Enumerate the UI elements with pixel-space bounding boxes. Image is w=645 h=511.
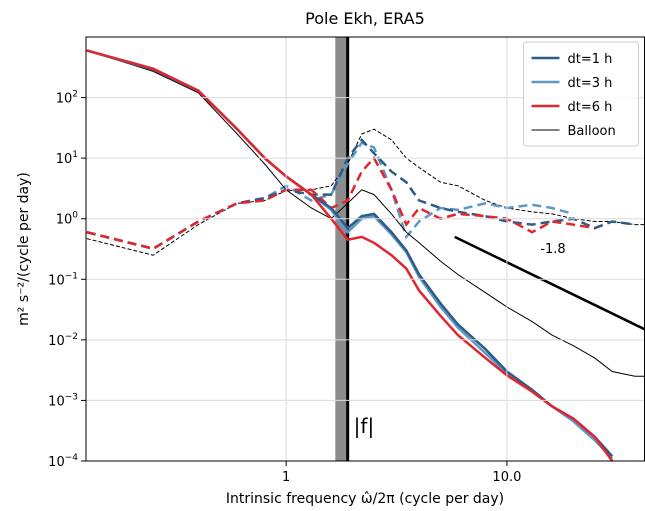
y-tick-label: 101 [56,150,78,167]
f-band [335,37,348,461]
y-tick-label: 10−1 [48,271,78,288]
dashed-line [86,128,645,256]
y-tick-label: 10−2 [48,332,78,349]
y-tick-label: 102 [56,90,78,107]
legend-label: Balloon [568,124,616,139]
line [86,49,645,377]
y-tick-label: 10−4 [48,453,78,470]
legend-box [523,41,639,147]
x-tick-label: 1 [282,470,290,485]
dashed-line [86,137,636,251]
y-tick-label: 100 [56,211,79,228]
dashed-line [86,155,596,251]
legend: dt=1 h dt=3 h dt=6 h Balloon [523,41,639,147]
line [86,49,614,461]
x-tick-label: 10.0 [492,470,521,485]
y-axis-label: m² s⁻²/(cycle per day) [16,172,32,326]
slope-label: -1.8 [540,242,565,257]
chart-title: Pole Ekh, ERA5 [305,9,425,28]
legend-label: dt=3 h [568,76,613,91]
legend-label: dt=6 h [568,100,613,115]
y-tick-label: 10−3 [48,392,78,409]
legend-label: dt=1 h [568,52,613,67]
f-label: |f| [354,414,375,438]
slope-line [454,235,645,331]
plot-area [86,37,645,461]
x-axis-label: Intrinsic frequency ω̂/2π (cycle per day… [226,491,504,507]
